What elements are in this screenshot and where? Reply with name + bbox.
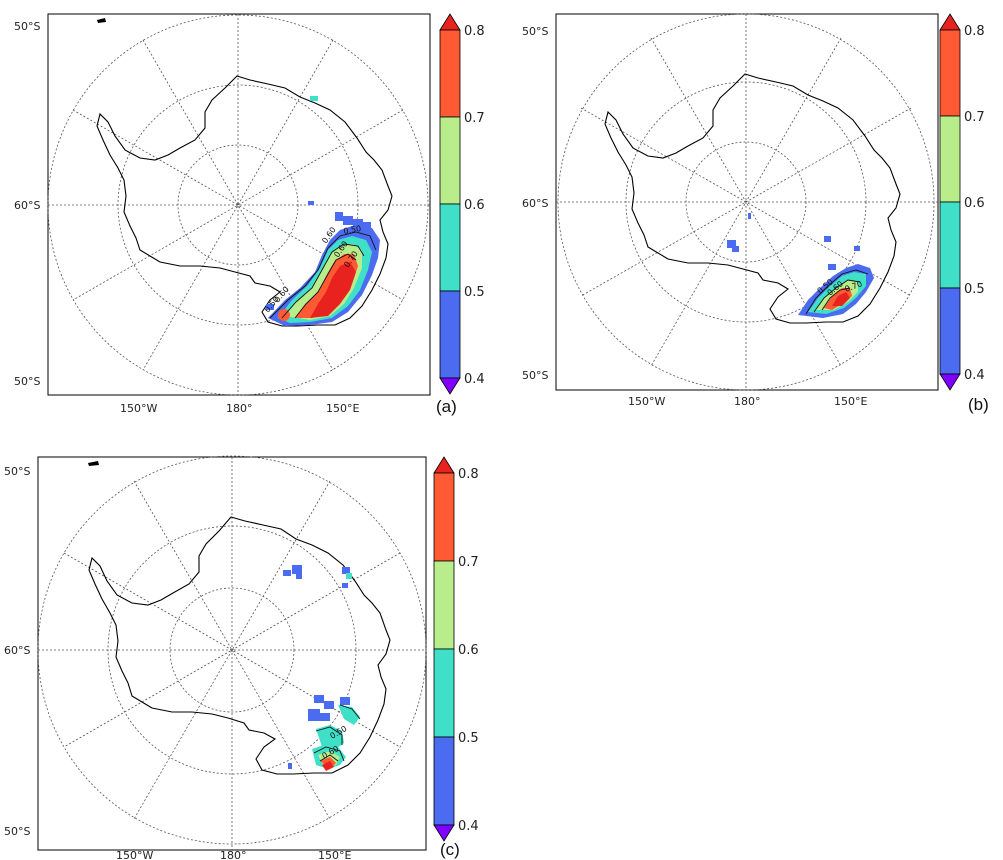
graticule [37,455,427,850]
colorbar-tick: 0.6 [464,198,485,213]
island [97,18,106,23]
colorbar-tick: 0.5 [464,285,485,300]
lat-label-bottom: 50°S [522,369,548,382]
contour-label: 0.50 [343,224,362,236]
panel-c-group: 0.50 0.60 50°S 60°S 50°S 150°W 180° 150°… [4,455,479,860]
colorbar-tick: 0.4 [964,368,985,383]
lat-label-mid: 60°S [522,197,548,210]
lon-label-right: 150°E [318,849,351,860]
colorbar-tick: 0.4 [464,372,485,387]
lat-label-bottom: 50°S [4,825,30,838]
colorbar: 0.8 0.7 0.6 0.5 0.4 [433,456,479,842]
colorbar-tick: 0.5 [458,731,479,746]
colorbar-tick: 0.6 [458,643,479,658]
colorbar-tick: 0.4 [458,819,479,834]
field-cells [283,565,360,771]
colorbar-tick: 0.8 [458,467,479,482]
lon-label-left: 150°W [120,402,157,415]
panel-a-group: 0.50 0.60 0.60 0.50 0.60 0.70 50°S 60°S … [14,13,485,416]
lon-label-right: 150°E [834,395,867,408]
colorbar: 0.8 0.7 0.6 0.5 0.4 [939,13,985,391]
lon-label-left: 150°W [116,849,153,860]
lon-label-left: 150°W [628,395,665,408]
field-cells [727,213,874,318]
panel-label: (b) [968,395,989,414]
colorbar-tick: 0.8 [464,24,485,39]
panel-b-group: 0.50 0.60 0.70 50°S 60°S 50°S 150°W 180°… [522,13,989,414]
lon-label-right: 150°E [326,402,359,415]
lon-label-center: 180° [220,849,247,860]
colorbar-tick: 0.5 [964,282,985,297]
island [88,461,99,466]
lat-label-top: 50°S [522,25,548,38]
colorbar-tick: 0.8 [964,24,985,39]
panel-label: (a) [436,397,457,416]
lat-label-mid: 60°S [4,644,30,657]
lat-label-top: 50°S [14,20,40,33]
antarctica-coastline [88,516,391,775]
colorbar-tick: 0.7 [464,111,485,126]
colorbar-tick: 0.7 [458,555,479,570]
contour-lines [269,231,377,319]
panel-label: (c) [440,840,460,859]
graticule [556,13,938,391]
contour-lines [313,704,361,762]
colorbar-tick: 0.7 [964,110,985,125]
map-frame [555,13,939,391]
lat-label-top: 50°S [4,465,30,478]
contour-lines [805,269,869,315]
lat-label-bottom: 50°S [14,375,40,388]
colorbar-tick: 0.6 [964,196,985,211]
lon-label-center: 180° [226,402,253,415]
colorbar: 0.8 0.7 0.6 0.5 0.4 [439,13,485,395]
antarctica-coastline [96,75,393,327]
lat-label-mid: 60°S [14,199,40,212]
lon-label-center: 180° [734,395,761,408]
antarctica-coastline [604,73,901,324]
